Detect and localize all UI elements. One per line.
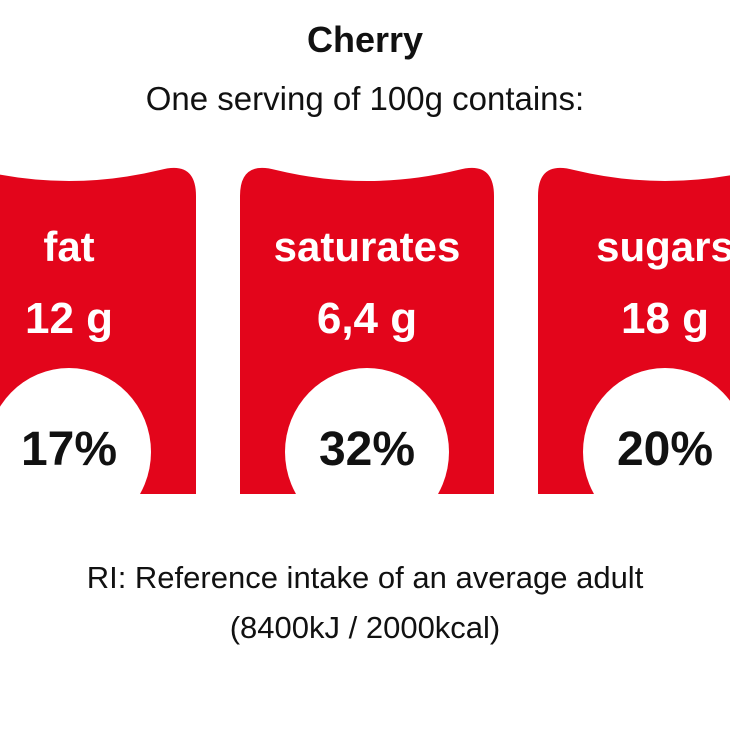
label-shape	[538, 167, 730, 494]
nutrient-amount: 12 g	[24, 294, 114, 343]
nutrient-amount: 18 g	[620, 294, 710, 343]
nutrient-label-sugars: sugars 18 g 20%	[538, 160, 730, 494]
nutrient-label-fat: fat 12 g 17%	[0, 160, 196, 494]
serving-subtitle: One serving of 100g contains:	[145, 80, 585, 117]
product-title: Cherry	[306, 19, 424, 60]
reference-intake-note: RI: Reference intake of an average adult	[86, 560, 644, 595]
nutrient-label-saturates: saturates 6,4 g 32%	[240, 160, 494, 494]
label-shape	[0, 167, 196, 494]
nutrient-name: saturates	[273, 223, 461, 270]
label-shape	[240, 167, 494, 494]
nutrient-percent: 32%	[318, 423, 416, 476]
nutrient-percent: 17%	[20, 423, 118, 476]
nutrient-percent: 20%	[616, 423, 714, 476]
nutrient-name: fat	[43, 223, 95, 270]
nutrient-name: sugars	[596, 223, 730, 270]
reference-intake-energy: (8400kJ / 2000kcal)	[229, 610, 501, 645]
nutrient-amount: 6,4 g	[316, 294, 418, 343]
